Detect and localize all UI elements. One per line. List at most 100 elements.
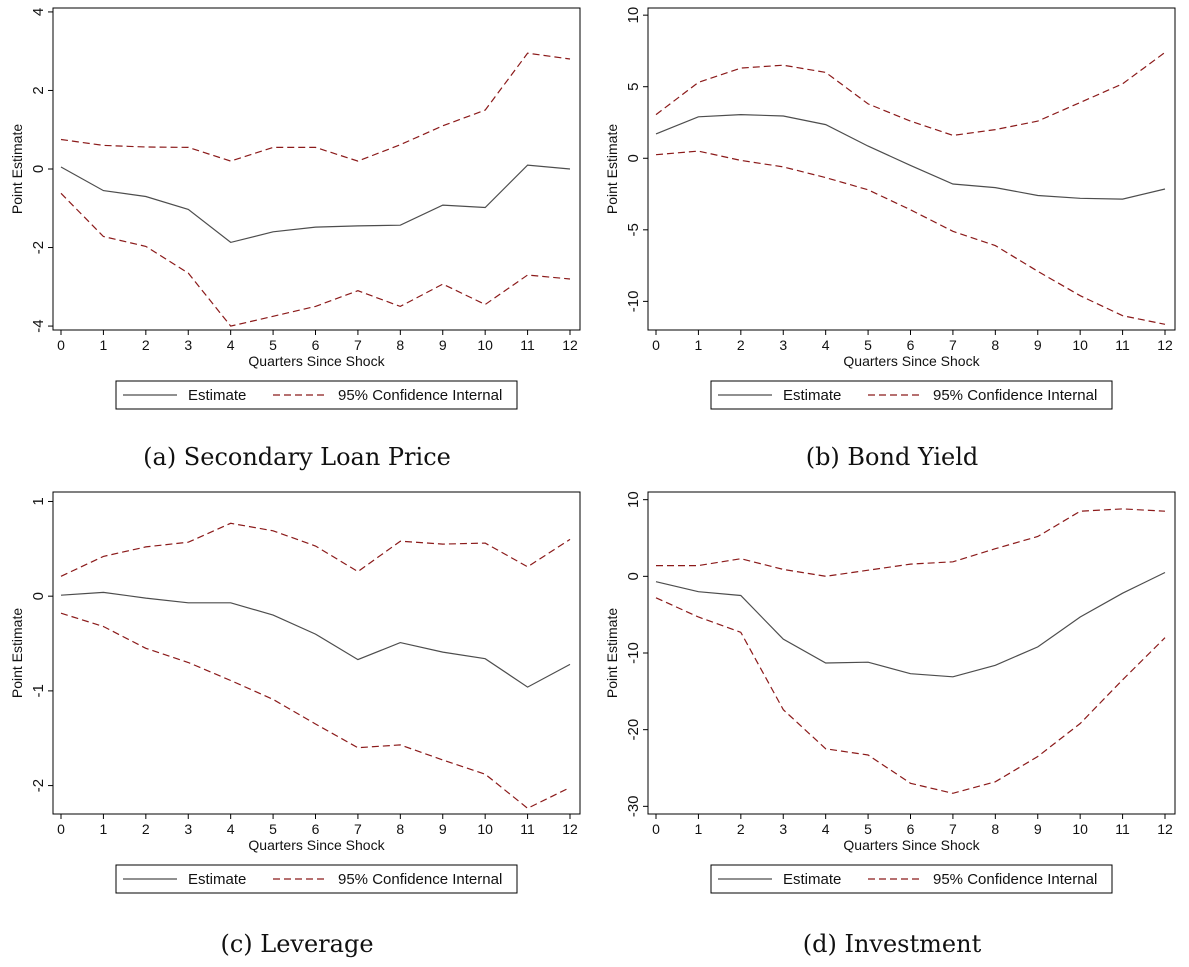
chart-caption: (b) Bond Yield [805, 443, 979, 471]
series-ci-upper-line [60, 522, 571, 577]
y-axis-title: Point Estimate [604, 608, 620, 698]
legend-label-confidence: 95% Confidence Internal [933, 387, 1097, 404]
x-tick-label: 0 [57, 337, 65, 353]
x-tick-label: 6 [907, 337, 915, 353]
chart-panel-d: -30 -20 -10 0 10 0 1 2 3 4 5 6 7 8 9 10 11 12 Quarters Sin… [595, 484, 1189, 967]
y-axis-title: Point Estimate [9, 124, 25, 214]
y-tick-label: -2 [30, 779, 47, 792]
plot-frame [52, 491, 581, 815]
x-tick-label: 2 [737, 337, 745, 353]
series-ci-upper-line [60, 52, 571, 162]
y-axis-title: Point Estimate [9, 608, 25, 698]
x-tick-label: 5 [864, 337, 872, 353]
legend-box [710, 864, 1113, 894]
x-tick-label: 4 [822, 821, 830, 837]
x-tick-label: 11 [1115, 337, 1130, 353]
x-tick-label: 12 [1157, 821, 1173, 837]
x-tick-label: 6 [312, 821, 320, 837]
x-tick-label: 12 [562, 821, 578, 837]
x-tick-label: 7 [949, 337, 957, 353]
x-tick-label: 5 [269, 821, 277, 837]
series-ci-upper-line [655, 51, 1166, 137]
x-axis-title: Quarters Since Shock [843, 353, 980, 369]
legend-box [710, 380, 1113, 410]
x-tick-label: 1 [100, 821, 108, 837]
x-tick-label: 11 [1115, 821, 1130, 837]
chart-caption: (c) Leverage [220, 930, 374, 958]
series-ci-upper-line [656, 508, 1166, 577]
chart-caption: (a) Secondary Loan Price [143, 443, 451, 471]
series-ci-lower-line [655, 150, 1166, 325]
x-tick-label: 9 [439, 821, 447, 837]
y-tick-label: -10 [625, 291, 642, 313]
x-tick-label: 7 [354, 821, 362, 837]
x-tick-label: 10 [1072, 821, 1088, 837]
y-tick-label: -20 [625, 719, 642, 741]
x-tick-label: 5 [269, 337, 277, 353]
legend-box [115, 864, 518, 894]
y-tick-label: 0 [625, 154, 642, 162]
x-tick-label: 10 [1072, 337, 1088, 353]
x-tick-label: 9 [1034, 337, 1042, 353]
legend-label-estimate: Estimate [188, 387, 246, 404]
x-tick-label: 6 [907, 821, 915, 837]
series-estimate-line [60, 164, 571, 244]
x-tick-label: 4 [227, 337, 235, 353]
x-tick-label: 4 [227, 821, 235, 837]
y-tick-label: -5 [625, 223, 642, 236]
x-tick-label: 8 [991, 337, 999, 353]
x-tick-label: 9 [1034, 821, 1042, 837]
x-tick-label: 0 [652, 821, 660, 837]
x-tick-label: 1 [100, 337, 108, 353]
x-tick-label: 3 [779, 337, 787, 353]
y-tick-label: -30 [625, 795, 642, 817]
x-tick-label: 2 [142, 821, 150, 837]
x-tick-label: 12 [1157, 337, 1173, 353]
x-axis-title: Quarters Since Shock [248, 837, 385, 853]
y-tick-label: 0 [30, 165, 47, 173]
series-estimate-line [60, 591, 571, 688]
x-axis-title: Quarters Since Shock [843, 837, 980, 853]
x-tick-label: 11 [520, 821, 535, 837]
y-tick-label: 5 [625, 83, 642, 91]
chart-panel-c: -2 -1 0 1 0 1 2 3 4 5 6 7 8 9 10 11 12 Quarters Since Sho… [0, 484, 594, 967]
plot-frame [647, 491, 1176, 815]
x-tick-label: 10 [477, 337, 493, 353]
series-ci-lower-line [60, 612, 571, 810]
series-ci-lower-line [655, 597, 1166, 794]
x-tick-label: 8 [396, 337, 404, 353]
chart-panel-b: -10 -5 0 5 10 0 1 2 3 4 5 6 7 8 9 10 11 12 Quarters Since … [595, 0, 1189, 483]
x-tick-label: 7 [949, 821, 957, 837]
x-tick-label: 0 [57, 821, 65, 837]
y-tick-label: 10 [625, 491, 642, 508]
y-tick-label: -10 [625, 642, 642, 664]
series-estimate-line [655, 113, 1166, 200]
x-tick-label: 1 [695, 337, 703, 353]
x-tick-label: 4 [822, 337, 830, 353]
y-tick-label: 10 [625, 7, 642, 24]
x-tick-label: 11 [520, 337, 535, 353]
x-tick-label: 1 [695, 821, 703, 837]
legend-label-estimate: Estimate [783, 871, 841, 888]
y-tick-label: -1 [30, 684, 47, 697]
y-axis-title: Point Estimate [604, 124, 620, 214]
legend-label-estimate: Estimate [783, 387, 841, 404]
x-tick-label: 8 [991, 821, 999, 837]
legend-label-estimate: Estimate [188, 871, 246, 888]
x-tick-label: 6 [312, 337, 320, 353]
x-tick-label: 0 [652, 337, 660, 353]
x-tick-label: 3 [184, 821, 192, 837]
plot-frame [647, 7, 1176, 331]
y-tick-label: 4 [30, 8, 47, 16]
x-tick-label: 9 [439, 337, 447, 353]
x-tick-label: 2 [142, 337, 150, 353]
x-tick-label: 5 [864, 821, 872, 837]
y-tick-label: -2 [30, 241, 47, 254]
x-tick-label: 10 [477, 821, 493, 837]
y-tick-label: -4 [30, 319, 47, 332]
legend-label-confidence: 95% Confidence Internal [338, 871, 502, 888]
